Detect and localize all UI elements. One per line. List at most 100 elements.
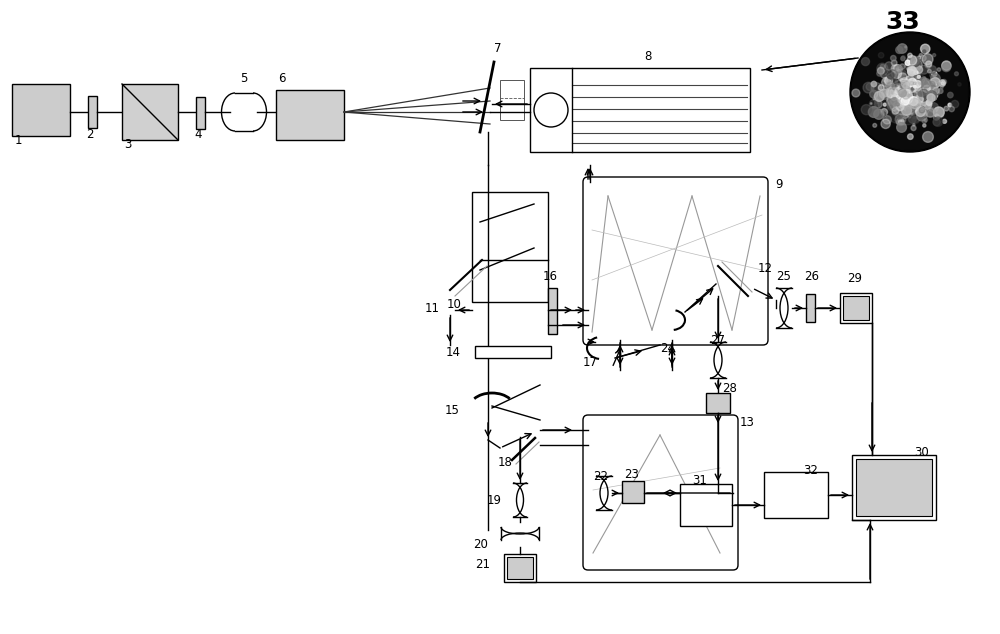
Circle shape	[850, 32, 970, 152]
Circle shape	[919, 108, 923, 112]
Circle shape	[895, 111, 903, 119]
Circle shape	[901, 79, 904, 83]
Circle shape	[906, 82, 909, 85]
Text: 27: 27	[710, 333, 726, 347]
Circle shape	[917, 79, 922, 84]
Circle shape	[887, 99, 897, 109]
Circle shape	[898, 96, 904, 102]
Circle shape	[880, 70, 888, 78]
Circle shape	[926, 61, 932, 67]
Bar	[680, 484, 732, 526]
Circle shape	[898, 97, 907, 107]
Circle shape	[901, 78, 908, 84]
Circle shape	[898, 44, 907, 53]
Circle shape	[895, 93, 904, 101]
Circle shape	[904, 100, 915, 111]
Circle shape	[930, 77, 940, 88]
Circle shape	[939, 80, 945, 86]
Circle shape	[931, 98, 933, 101]
Circle shape	[955, 72, 958, 75]
Circle shape	[927, 84, 937, 94]
Bar	[530, 68, 750, 152]
Text: 8: 8	[644, 51, 652, 63]
Text: 28: 28	[722, 382, 737, 394]
Circle shape	[901, 120, 904, 123]
Text: 10: 10	[447, 299, 462, 311]
Circle shape	[914, 101, 919, 106]
Circle shape	[896, 89, 905, 98]
Text: 1: 1	[15, 134, 22, 146]
Circle shape	[933, 92, 935, 94]
Circle shape	[918, 94, 927, 104]
Circle shape	[941, 115, 944, 117]
Circle shape	[907, 82, 911, 86]
Circle shape	[906, 91, 911, 96]
Circle shape	[892, 90, 900, 98]
Circle shape	[890, 87, 901, 98]
Text: 15: 15	[445, 403, 460, 417]
Circle shape	[893, 101, 900, 108]
Circle shape	[870, 90, 878, 98]
Circle shape	[919, 54, 922, 56]
Circle shape	[942, 63, 951, 72]
Circle shape	[949, 107, 954, 112]
Circle shape	[871, 81, 877, 87]
Circle shape	[913, 60, 922, 69]
Circle shape	[909, 65, 918, 74]
Text: 18: 18	[498, 455, 512, 469]
Circle shape	[938, 89, 943, 93]
Circle shape	[909, 96, 918, 105]
Circle shape	[868, 107, 879, 117]
Circle shape	[882, 112, 886, 116]
Circle shape	[926, 100, 932, 105]
Circle shape	[933, 107, 944, 118]
Circle shape	[933, 114, 939, 120]
Circle shape	[917, 87, 926, 96]
Circle shape	[921, 79, 931, 88]
Circle shape	[925, 107, 935, 117]
Circle shape	[901, 70, 906, 75]
Circle shape	[902, 105, 912, 115]
Circle shape	[923, 113, 927, 116]
Circle shape	[913, 89, 916, 92]
Circle shape	[932, 95, 937, 100]
Circle shape	[919, 107, 925, 112]
Text: 17: 17	[582, 356, 598, 370]
Circle shape	[917, 56, 921, 59]
Circle shape	[907, 105, 910, 107]
Circle shape	[895, 87, 901, 94]
Circle shape	[887, 68, 897, 79]
Circle shape	[923, 82, 933, 92]
Text: 12: 12	[758, 261, 773, 275]
Text: 24: 24	[660, 342, 676, 354]
Circle shape	[899, 95, 902, 98]
Circle shape	[928, 69, 931, 73]
Circle shape	[861, 105, 871, 115]
Circle shape	[897, 86, 899, 88]
Circle shape	[914, 81, 921, 87]
Circle shape	[913, 117, 915, 119]
Circle shape	[893, 70, 902, 79]
Circle shape	[902, 56, 905, 60]
Text: 32: 32	[803, 463, 818, 477]
Circle shape	[900, 64, 905, 69]
Circle shape	[927, 94, 935, 102]
Circle shape	[914, 61, 917, 65]
Circle shape	[896, 103, 904, 110]
Circle shape	[908, 81, 913, 87]
Circle shape	[909, 73, 912, 77]
Circle shape	[892, 107, 899, 114]
Circle shape	[937, 68, 941, 71]
Circle shape	[904, 98, 915, 108]
Circle shape	[887, 94, 898, 105]
Circle shape	[930, 74, 933, 77]
Circle shape	[908, 79, 917, 87]
Bar	[706, 393, 730, 413]
Circle shape	[895, 83, 899, 86]
Circle shape	[910, 67, 915, 72]
Circle shape	[894, 105, 896, 107]
Bar	[548, 288, 557, 334]
Circle shape	[917, 107, 920, 110]
Circle shape	[852, 34, 968, 150]
Bar	[856, 459, 932, 516]
